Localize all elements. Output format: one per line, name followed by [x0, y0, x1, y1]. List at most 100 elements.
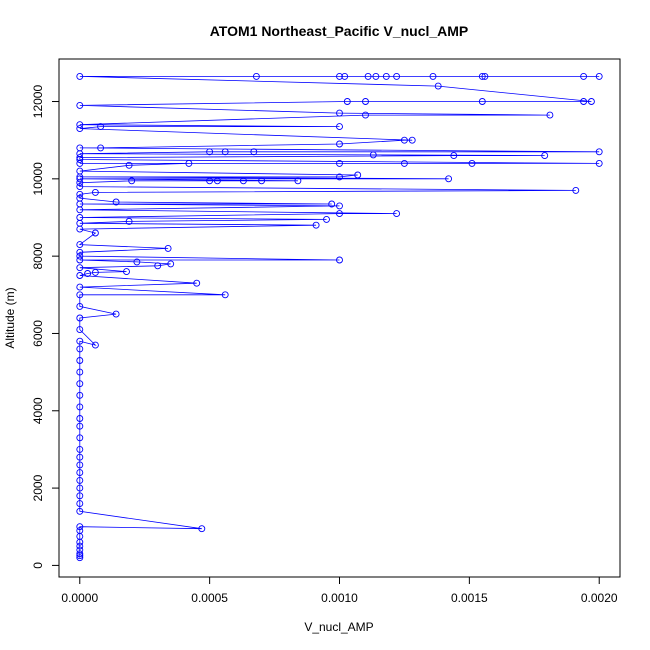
data-point	[400, 136, 408, 144]
data-point	[76, 345, 84, 353]
data-point	[76, 469, 84, 477]
data-point	[76, 550, 84, 558]
chart-title: ATOM1 Northeast_Pacific V_nucl_AMP	[210, 23, 469, 39]
data-point	[408, 136, 416, 144]
data-point	[76, 283, 84, 291]
data-point	[546, 111, 554, 119]
data-point	[580, 98, 588, 105]
data-point	[429, 72, 437, 80]
data-point	[76, 272, 84, 279]
data-point	[258, 177, 266, 185]
y-tick-label: 4000	[31, 397, 45, 424]
data-point	[123, 268, 130, 276]
data-point	[206, 148, 214, 156]
data-point	[76, 527, 84, 535]
data-point	[252, 72, 260, 80]
series-line	[78, 76, 600, 558]
data-point	[76, 337, 84, 345]
x-axis-label: V_nucl_AMP	[304, 620, 373, 634]
data-point	[76, 154, 84, 162]
data-point	[250, 148, 258, 156]
data-point	[76, 214, 84, 221]
series-layer	[76, 72, 603, 562]
x-tick-label: 0.0000	[61, 591, 98, 605]
y-tick-label: 2000	[31, 474, 45, 501]
data-point	[76, 434, 84, 442]
data-point	[372, 72, 380, 80]
data-point	[76, 256, 84, 264]
data-point	[76, 72, 84, 80]
data-point	[76, 415, 84, 422]
data-point	[193, 279, 201, 287]
data-point	[76, 523, 84, 531]
data-point	[76, 380, 84, 388]
data-point	[97, 144, 105, 152]
data-point	[393, 72, 401, 80]
data-point	[76, 554, 84, 562]
data-point	[76, 357, 84, 364]
data-point	[76, 326, 84, 334]
data-point	[206, 177, 214, 185]
data-point	[76, 422, 84, 430]
data-point	[76, 391, 84, 399]
data-point	[76, 368, 84, 376]
y-tick-label: 10000	[31, 162, 45, 196]
data-point	[76, 167, 84, 175]
data-point	[125, 217, 133, 225]
data-point	[580, 72, 588, 80]
data-point	[76, 125, 84, 133]
data-point	[541, 152, 549, 160]
data-point	[112, 310, 120, 318]
data-point	[91, 268, 99, 276]
data-point	[312, 221, 320, 229]
data-point	[336, 173, 343, 181]
data-point	[91, 341, 99, 349]
data-point	[595, 148, 603, 156]
data-point	[450, 152, 458, 160]
data-point	[587, 98, 595, 105]
data-point	[481, 72, 489, 80]
data-point	[76, 101, 84, 109]
data-point	[336, 159, 343, 167]
data-point	[364, 72, 372, 80]
data-point	[76, 403, 84, 411]
y-tick-label: 0	[31, 562, 45, 569]
data-point	[341, 72, 349, 80]
data-point	[434, 82, 442, 90]
y-axis-label: Altitude (m)	[3, 287, 17, 348]
data-point	[336, 109, 343, 117]
x-tick-label: 0.0010	[321, 591, 358, 605]
data-point	[343, 98, 351, 105]
data-point	[76, 507, 84, 515]
data-point	[76, 542, 84, 550]
data-point	[76, 476, 84, 484]
y-tick-label: 8000	[31, 242, 45, 269]
data-point	[354, 171, 362, 179]
data-point	[133, 258, 141, 266]
data-point	[154, 262, 162, 270]
data-point	[76, 453, 84, 461]
x-tick-label: 0.0020	[581, 591, 618, 605]
data-point	[91, 188, 99, 196]
data-point	[167, 260, 175, 268]
data-point	[362, 111, 369, 119]
data-point	[91, 229, 99, 237]
data-point	[478, 98, 486, 105]
data-point	[97, 123, 105, 131]
data-point	[76, 183, 84, 191]
data-point	[382, 72, 390, 80]
data-point	[221, 148, 229, 156]
data-point	[76, 445, 84, 453]
data-point	[400, 159, 408, 167]
data-point	[76, 264, 84, 272]
data-point	[369, 151, 377, 159]
data-point	[76, 461, 84, 469]
data-point	[76, 190, 84, 198]
y-axis: 0 2000 4000 6000 8000 10000 12000	[31, 85, 59, 569]
data-point	[76, 302, 84, 310]
data-point	[125, 161, 133, 169]
x-tick-label: 0.0005	[191, 591, 228, 605]
data-point	[393, 210, 401, 218]
data-point	[239, 177, 247, 185]
